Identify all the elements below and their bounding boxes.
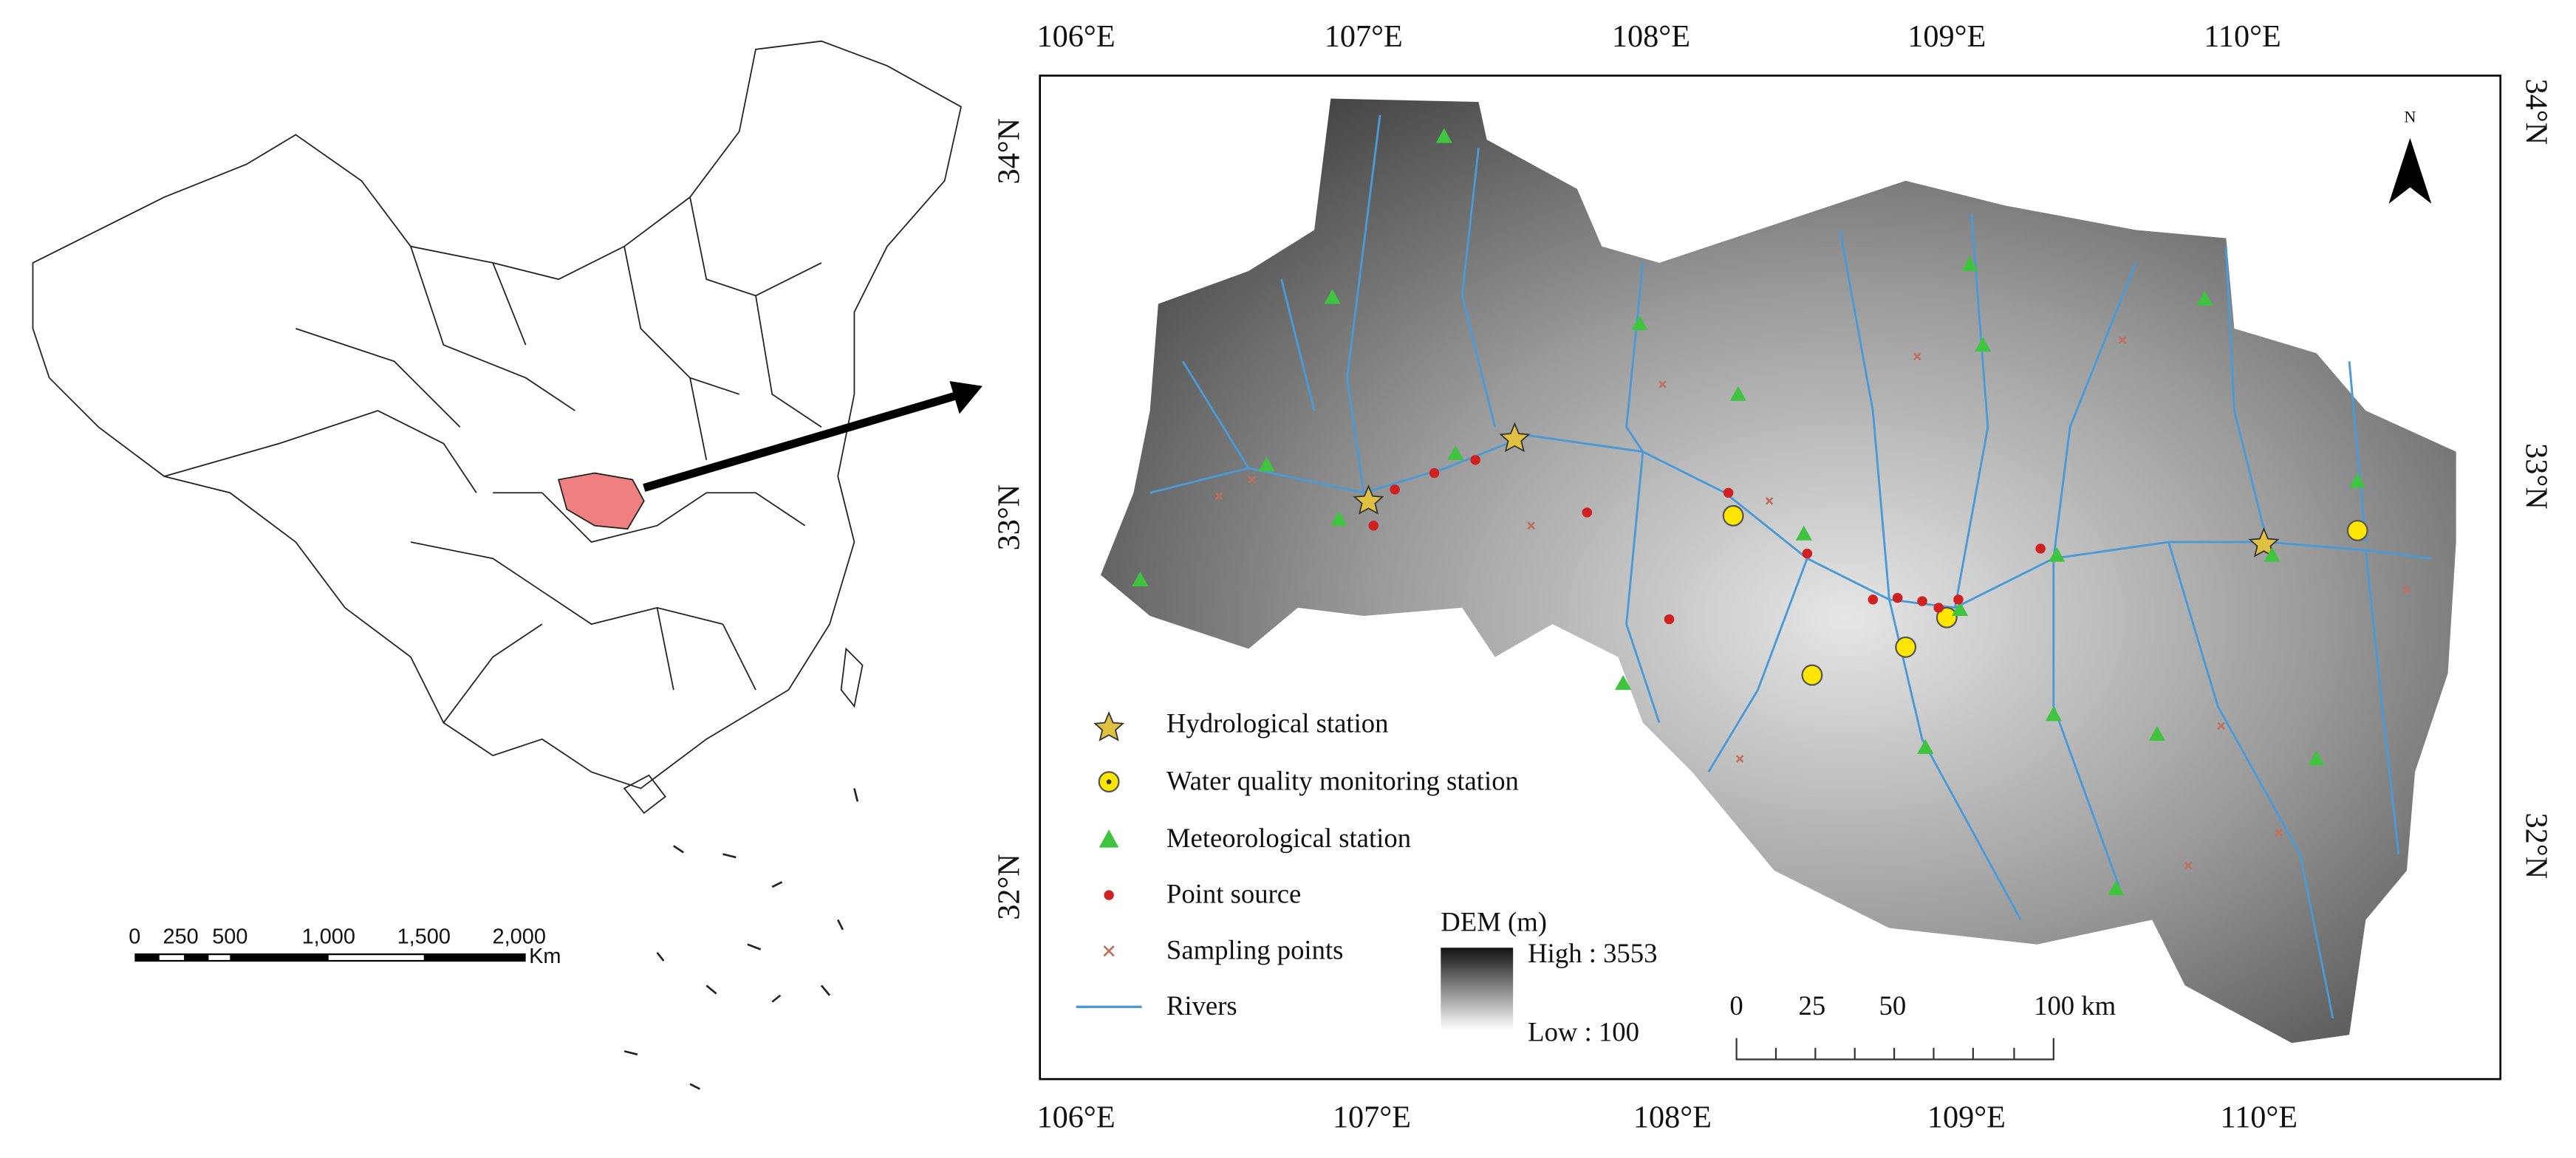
scale-label: 1,500 (397, 925, 451, 949)
water-quality-station (1801, 664, 1823, 686)
china-map-part (623, 647, 864, 815)
dem-low: Low : 100 (1528, 1017, 1639, 1047)
lat-label: 34°N (992, 118, 1027, 185)
lat-label: 32°N (2518, 813, 2553, 880)
legend-label: Hydrological station (1166, 708, 1389, 738)
lon-label: 106°E (1037, 1100, 1116, 1134)
lon-label: 109°E (1927, 1100, 2006, 1134)
scale-label: 0 (129, 925, 140, 949)
lat-label: 34°N (2518, 78, 2553, 145)
scale-bar-part (1735, 1038, 2054, 1061)
dem-legend-part (1441, 948, 1514, 1030)
lon-label: 110°E (2221, 1100, 2298, 1134)
lon-label: 107°E (1333, 1100, 1411, 1134)
legend-part (1103, 945, 1115, 957)
dem-high: High : 3553 (1528, 938, 1657, 968)
scale-label: 100 km (2034, 990, 2116, 1021)
china-map: 0 250 500 1,000 1,500 2,000 Km (32, 40, 962, 1090)
lon-label: 108°E (1633, 1100, 1712, 1134)
scale-label: 50 (1879, 990, 1907, 1021)
scale-bar: 0 25 50 100 km (1729, 990, 2116, 1061)
scale-label: 1,000 (302, 925, 355, 949)
hydrological-station (1499, 422, 1531, 453)
lat-label: 33°N (992, 484, 1027, 551)
dem-title: DEM (m) (1441, 907, 1547, 937)
water-quality-station (1895, 636, 1917, 658)
study-map: 106°E 107°E 108°E 109°E 110°E 106°E 107°… (992, 19, 2554, 1134)
lon-label: 110°E (2204, 19, 2281, 54)
scale-label: 0 (1729, 990, 1743, 1021)
legend-part (1104, 890, 1114, 900)
dem-raster (1100, 98, 2456, 1044)
lon-label: 108°E (1612, 19, 1690, 54)
legend-label: Water quality monitoring station (1166, 765, 1519, 795)
water-quality-station (1722, 504, 1744, 527)
scale-label: 250 (163, 925, 199, 949)
dem-legend: DEM (m) High : 3553 Low : 100 (1441, 907, 1657, 1047)
scale-label: 500 (212, 925, 247, 949)
legend-label: Rivers (1166, 990, 1237, 1021)
legend-part (1099, 829, 1119, 848)
point-source (1368, 455, 2046, 625)
legend-part (1093, 710, 1125, 741)
legend-label: Sampling points (1166, 934, 1344, 965)
hydrological-station (1353, 484, 1384, 515)
scale-unit: Km (529, 945, 561, 968)
legend: Hydrological station Water quality monit… (1076, 708, 1519, 1021)
water-quality-station (2346, 519, 2368, 541)
stations (1132, 128, 2411, 896)
water-quality-station (1936, 606, 1958, 628)
arrow-head (949, 381, 983, 414)
lon-label: 107°E (1325, 19, 1403, 54)
scale-label: 2,000 (493, 925, 546, 949)
legend-part (1106, 779, 1112, 784)
legend-label: Point source (1166, 879, 1301, 909)
lon-label: 109°E (1907, 19, 1986, 54)
lat-label: 33°N (2518, 443, 2553, 510)
legend-label: Meteorological station (1166, 823, 1411, 853)
china-map-part (623, 788, 859, 1090)
arrow (643, 390, 963, 492)
north-arrow (2388, 137, 2432, 204)
scale-label: 25 (1799, 990, 1826, 1021)
north-label: N (2404, 107, 2416, 126)
lat-label: 32°N (992, 854, 1027, 920)
sampling-point (1214, 336, 2411, 870)
lon-label: 106°E (1037, 19, 1116, 54)
china-map-part (32, 40, 962, 789)
study-area-highlight (557, 472, 645, 530)
china-map-part (164, 196, 822, 724)
